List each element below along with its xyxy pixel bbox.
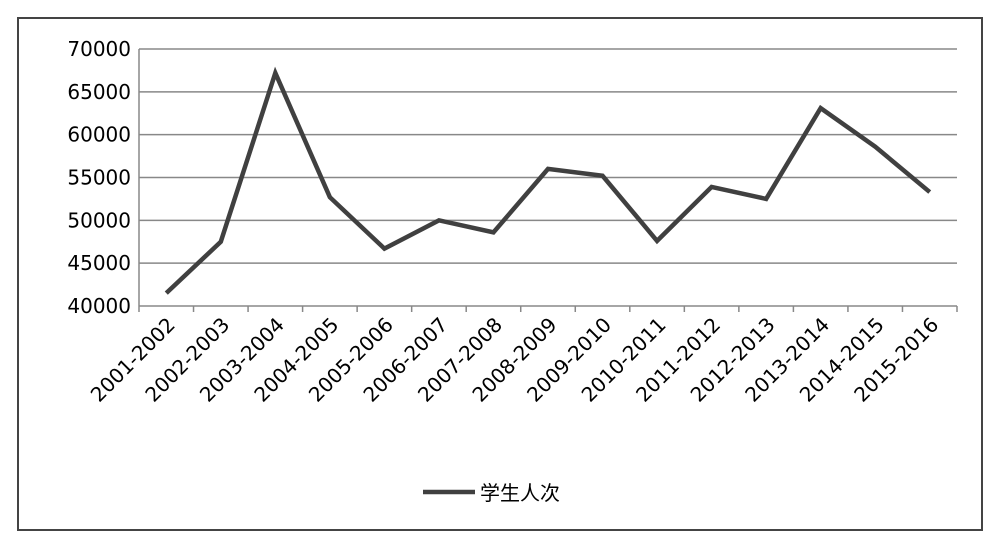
y-tick-label: 50000 [67, 208, 131, 232]
y-tick-label: 70000 [67, 37, 131, 61]
y-tick-label: 65000 [67, 80, 131, 104]
y-tick-label: 40000 [67, 294, 131, 318]
line [164, 66, 932, 295]
y-tick-label: 60000 [67, 123, 131, 147]
legend-label: 学生人次 [480, 481, 560, 505]
y-tick-label: 55000 [67, 166, 131, 190]
y-tick-label: 45000 [67, 251, 131, 275]
chart-border [17, 17, 983, 531]
